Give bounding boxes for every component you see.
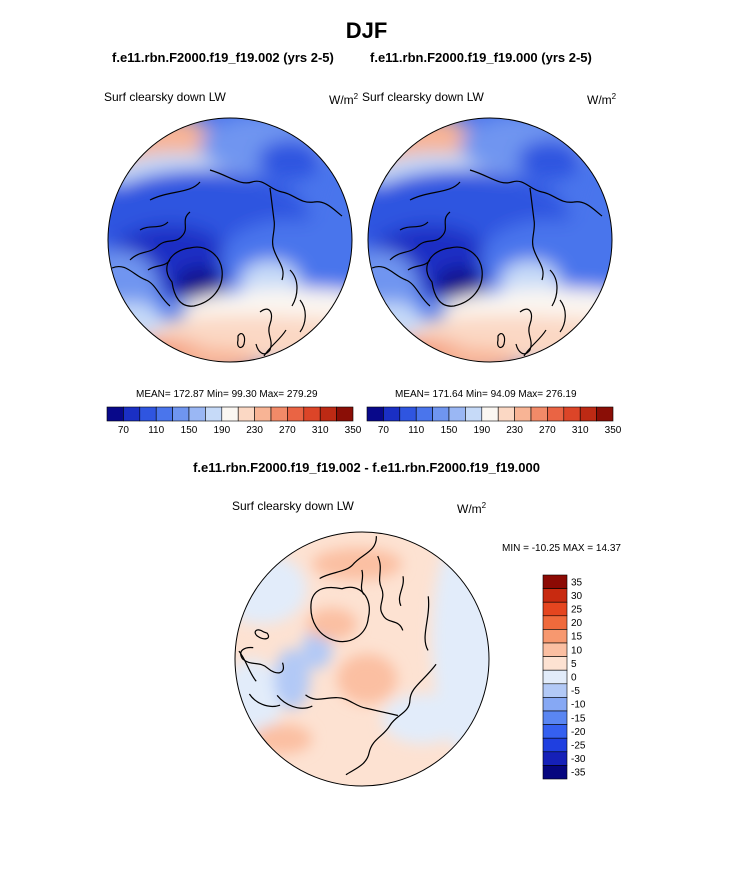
panel2-colorbar-tick-label: 150 bbox=[441, 425, 458, 436]
panel1-variable-label: Surf clearsky down LW bbox=[104, 90, 226, 104]
panel3-colorbar-tick-label: -5 bbox=[571, 686, 580, 697]
panel3-colorbar-swatch bbox=[542, 629, 568, 644]
panel1-colorbar-tick-label: 190 bbox=[213, 425, 230, 436]
panel3-colorbar-swatch bbox=[542, 765, 568, 780]
panel1-stats: MEAN= 172.87 Min= 99.30 Max= 279.29 bbox=[136, 389, 318, 400]
panel2-colorbar-tick-label: 350 bbox=[605, 425, 622, 436]
panel2-colorbar-tick-label: 110 bbox=[408, 425, 424, 436]
panel1-colorbar-swatch bbox=[237, 406, 255, 422]
panel3-colorbar-swatch bbox=[542, 642, 568, 657]
panel1-colorbar-swatch bbox=[123, 406, 141, 422]
panel2-colorbar-tick-label: 190 bbox=[473, 425, 490, 436]
panel2-variable-label: Surf clearsky down LW bbox=[362, 90, 484, 104]
panel3-colorbar-tick-label: -35 bbox=[571, 768, 586, 779]
panel2-colorbar-swatch bbox=[448, 406, 466, 422]
panel1-colorbar-tick-label: 310 bbox=[312, 425, 329, 436]
panel3-colorbar-tick-label: 20 bbox=[571, 618, 583, 629]
panel2-map bbox=[367, 117, 613, 363]
panel1-colorbar-tick-label: 70 bbox=[118, 425, 130, 436]
panel2-colorbar-swatch bbox=[497, 406, 515, 422]
panel2-stats: MEAN= 171.64 Min= 94.09 Max= 276.19 bbox=[395, 389, 577, 400]
panel1-colorbar-swatch bbox=[188, 406, 206, 422]
panel3-colorbar-swatch bbox=[542, 601, 568, 617]
panel2-colorbar-swatch bbox=[481, 406, 499, 422]
panel2-colorbar-swatch bbox=[465, 406, 483, 422]
panel2-colorbar-swatch bbox=[514, 406, 532, 422]
panel2-colorbar-swatch bbox=[596, 406, 614, 422]
panel2-colorbar-swatch bbox=[530, 406, 548, 422]
panel1-map bbox=[107, 117, 353, 363]
panel2-colorbar-swatch bbox=[383, 406, 401, 422]
panel3-colorbar-swatch bbox=[542, 615, 568, 630]
panel2-colorbar-swatch bbox=[432, 406, 450, 422]
panel3-colorbar-tick-label: -20 bbox=[571, 727, 586, 738]
panel3-colorbar-swatch bbox=[542, 683, 568, 698]
panel1-colorbar-swatch bbox=[254, 406, 272, 422]
panel3-stats: MIN = -10.25 MAX = 14.37 bbox=[502, 543, 621, 554]
panel1-colorbar-swatch bbox=[205, 406, 223, 422]
panel2-colorbar-swatch bbox=[366, 406, 384, 422]
panel1-colorbar-swatch bbox=[139, 406, 157, 422]
panel1-colorbar-tick-label: 270 bbox=[279, 425, 296, 436]
panel3-colorbar-tick-label: 0 bbox=[571, 673, 577, 684]
panel3-map bbox=[211, 504, 490, 792]
panel1-colorbar-tick-label: 350 bbox=[345, 425, 362, 436]
panel3-colorbar-tick-label: 35 bbox=[571, 577, 583, 588]
panel3-variable-label: Surf clearsky down LW bbox=[232, 499, 354, 513]
panel1-colorbar-swatch bbox=[270, 406, 288, 422]
case2-title: f.e11.rbn.F2000.f19_f19.000 (yrs 2-5) bbox=[370, 50, 592, 65]
panel3-colorbar-tick-label: -30 bbox=[571, 754, 586, 765]
panel3-colorbar-swatch bbox=[542, 656, 568, 671]
panel3-colorbar-swatch bbox=[542, 737, 568, 753]
case1-title: f.e11.rbn.F2000.f19_f19.002 (yrs 2-5) bbox=[112, 50, 334, 65]
panel3-colorbar-swatch bbox=[542, 710, 568, 725]
panel2-colorbar-swatch bbox=[579, 406, 597, 422]
panel1-colorbar-swatch bbox=[336, 406, 354, 422]
panel3-colorbar-tick-label: -15 bbox=[571, 713, 586, 724]
panel3-colorbar-swatch bbox=[542, 697, 568, 712]
panel3-colorbar-swatch bbox=[542, 588, 568, 603]
panel1-units-label: W/m2 bbox=[329, 92, 359, 107]
panel1-colorbar-swatch bbox=[319, 406, 337, 422]
panel1-colorbar-tick-label: 110 bbox=[148, 425, 164, 436]
panel2-colorbar-tick-label: 310 bbox=[572, 425, 589, 436]
panel2-colorbar-swatch bbox=[415, 406, 433, 422]
panel2-colorbar-tick-label: 70 bbox=[378, 425, 390, 436]
panel3-colorbar-tick-label: -10 bbox=[571, 700, 586, 711]
panel1-colorbar-swatch bbox=[221, 406, 239, 422]
panel1-colorbar-swatch bbox=[155, 406, 173, 422]
panel2-units-label: W/m2 bbox=[587, 92, 617, 107]
season-title: DJF bbox=[345, 18, 388, 43]
panel1-colorbar-tick-label: 150 bbox=[181, 425, 198, 436]
panel1-colorbar-swatch bbox=[106, 406, 124, 422]
panel3-colorbar-tick-label: 15 bbox=[571, 632, 583, 643]
panel2-colorbar-swatch bbox=[399, 406, 417, 422]
panel3-colorbar-tick-label: -25 bbox=[571, 741, 586, 752]
panel1-colorbar-tick-label: 230 bbox=[246, 425, 263, 436]
panel2-colorbar-tick-label: 270 bbox=[539, 425, 556, 436]
panel3-colorbar-swatch bbox=[542, 574, 568, 589]
panel2-colorbar-swatch bbox=[563, 406, 581, 422]
panel3-colorbar-swatch bbox=[542, 669, 568, 685]
panel3-colorbar-tick-label: 25 bbox=[571, 605, 583, 616]
panel3-colorbar-swatch bbox=[542, 751, 568, 766]
panel1-colorbar-swatch bbox=[172, 406, 190, 422]
panel3-colorbar-tick-label: 10 bbox=[571, 645, 583, 656]
diff-title: f.e11.rbn.F2000.f19_f19.002 - f.e11.rbn.… bbox=[193, 460, 540, 475]
panel3-colorbar-swatch bbox=[542, 724, 568, 739]
panel1-colorbar-swatch bbox=[303, 406, 321, 422]
panel2-colorbar-tick-label: 230 bbox=[506, 425, 523, 436]
panel3-colorbar-tick-label: 5 bbox=[571, 659, 577, 670]
panel3-units-label: W/m2 bbox=[457, 501, 487, 516]
panel1-colorbar-swatch bbox=[287, 406, 305, 422]
panel3-colorbar-tick-label: 30 bbox=[571, 591, 583, 602]
panel2-colorbar-swatch bbox=[547, 406, 565, 422]
